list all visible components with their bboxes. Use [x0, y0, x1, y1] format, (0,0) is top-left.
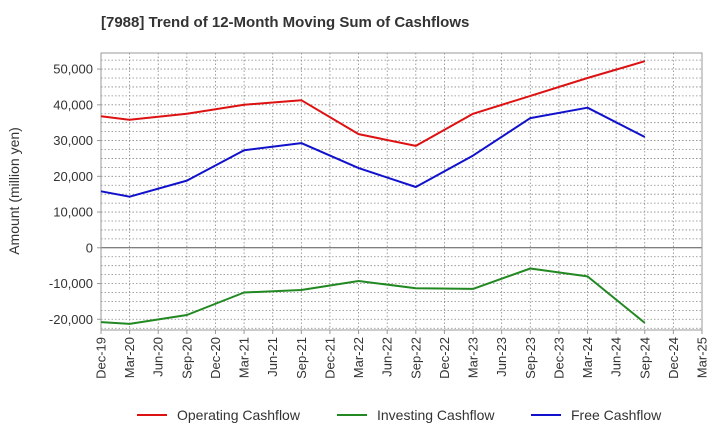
x-tick-label: Sep-23: [523, 337, 538, 379]
x-tick-label: Sep-22: [408, 337, 423, 379]
series-lines: [100, 60, 646, 325]
legend: Operating Cashflow Investing Cashflow Free…: [137, 407, 662, 423]
legend-label-operating-cashflow: Operating Cashflow: [177, 407, 301, 423]
legend-label-free-cashflow: Free Cashflow: [571, 407, 662, 423]
series-line-investing-cashflow: [100, 267, 646, 325]
x-tick-label: Jun-20: [151, 337, 166, 377]
y-axis-title: Amount (million yen): [6, 127, 22, 255]
y-axis-ticks: 50,000 40,000 30,000 20,000 10,000 0 -10,000 -2…: [49, 62, 101, 327]
x-tick-label: Dec-21: [322, 337, 337, 379]
x-tick-label: Dec-23: [551, 337, 566, 379]
y-tick-label: -20,000: [49, 312, 93, 327]
x-axis-ticks: Dec-19 Mar-20 Jun-20 Sep-20 Dec-20 Mar-21 Jun-…: [94, 330, 710, 379]
x-tick-label: Dec-20: [208, 337, 223, 379]
x-tick-label: Sep-20: [179, 337, 194, 379]
grid: [101, 53, 702, 330]
y-tick-label: 30,000: [53, 133, 93, 148]
x-tick-label: Sep-21: [294, 337, 309, 379]
x-tick-label: Dec-19: [94, 337, 109, 379]
series-line-free-cashflow: [100, 106, 646, 198]
x-tick-label: Jun-24: [609, 337, 624, 377]
x-tick-label: Dec-24: [666, 337, 681, 379]
x-tick-label: Dec-22: [437, 337, 452, 379]
x-tick-label: Mar-24: [580, 337, 595, 378]
y-tick-label: -10,000: [49, 276, 93, 291]
y-tick-label: 40,000: [53, 97, 93, 112]
y-tick-label: 20,000: [53, 169, 93, 184]
x-tick-label: Mar-20: [122, 337, 137, 378]
x-tick-label: Mar-22: [351, 337, 366, 378]
legend-label-investing-cashflow: Investing Cashflow: [377, 407, 495, 423]
y-tick-label: 0: [86, 240, 93, 255]
y-tick-label: 10,000: [53, 205, 93, 220]
y-tick-label: 50,000: [53, 62, 93, 77]
x-tick-label: Mar-25: [695, 337, 710, 378]
x-tick-label: Jun-23: [494, 337, 509, 377]
x-tick-label: Mar-21: [237, 337, 252, 378]
chart-title: [7988] Trend of 12-Month Moving Sum of C…: [101, 14, 470, 31]
x-tick-label: Jun-21: [265, 337, 280, 377]
series-line-operating-cashflow: [100, 60, 646, 147]
x-tick-label: Jun-22: [380, 337, 395, 377]
x-tick-label: Mar-23: [466, 337, 481, 378]
plot-frame: [100, 52, 703, 331]
x-tick-label: Sep-24: [637, 337, 652, 379]
